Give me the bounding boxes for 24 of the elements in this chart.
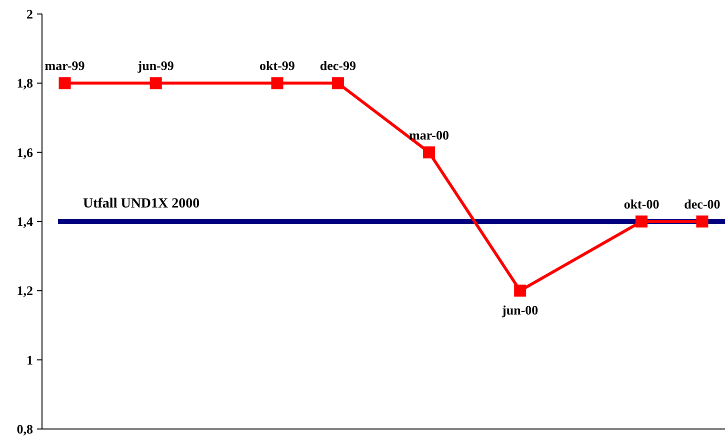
point [150,77,162,90]
y-tick-label: 1,8 [16,76,34,91]
point [58,77,71,90]
point [636,216,648,228]
point [423,146,436,158]
point [514,284,526,297]
y-tick-label: 1,6 [16,144,34,160]
data-label: jun-00 [501,302,538,318]
point [696,216,708,228]
y-tick-label: 2 [26,6,33,22]
data-label: okt-99 [260,58,296,74]
data-label: mar-99 [44,58,86,74]
point [332,77,344,90]
y-tick-label: 1,4 [16,214,34,230]
data-label: jun-99 [136,58,174,74]
data-label: dec-00 [684,196,720,212]
data-label: dec-99 [320,58,357,74]
ref-line-label: Utfall UND1X 2000 [83,196,200,212]
data-label: mar-00 [409,127,450,142]
point [271,77,284,90]
y-tick-label: 0,8 [16,422,34,437]
data-label: okt-00 [624,196,660,212]
y-tick-label: 1,2 [16,283,33,298]
y-tick-label: 1 [26,352,33,368]
